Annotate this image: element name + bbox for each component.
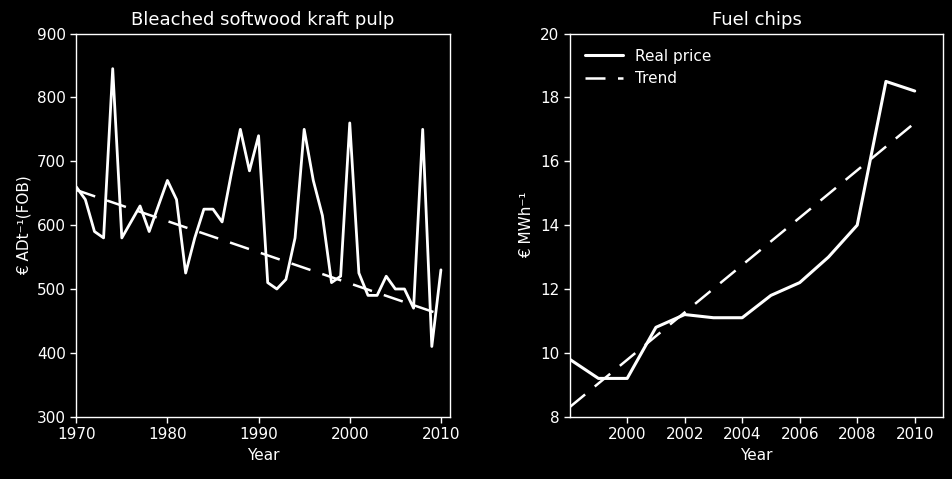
Y-axis label: € MWh⁻¹: € MWh⁻¹	[519, 192, 534, 258]
Real price	[707, 315, 719, 320]
Title: Fuel chips: Fuel chips	[711, 11, 801, 29]
Title: Bleached softwood kraft pulp: Bleached softwood kraft pulp	[131, 11, 394, 29]
Real price	[908, 88, 920, 94]
Real price	[822, 254, 833, 260]
Real price	[678, 312, 689, 318]
Line: Real price: Real price	[569, 81, 914, 378]
Real price	[564, 356, 575, 362]
Real price	[592, 376, 604, 381]
Real price	[736, 315, 747, 320]
X-axis label: Year: Year	[740, 448, 772, 463]
Y-axis label: € ADt⁻¹(FOB): € ADt⁻¹(FOB)	[16, 175, 31, 275]
Real price	[764, 293, 776, 298]
Real price	[649, 324, 661, 330]
Real price	[621, 376, 632, 381]
Legend: Real price, Trend: Real price, Trend	[577, 41, 719, 94]
Real price	[880, 79, 891, 84]
Real price	[793, 280, 804, 285]
Real price	[850, 222, 862, 228]
X-axis label: Year: Year	[247, 448, 279, 463]
